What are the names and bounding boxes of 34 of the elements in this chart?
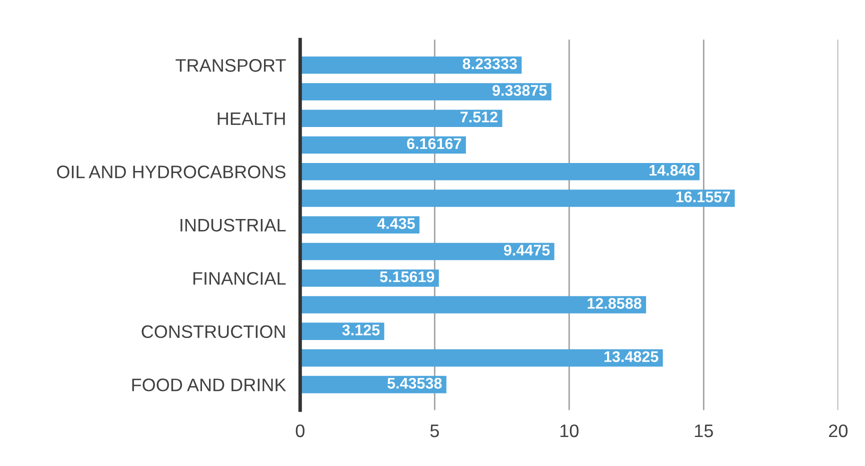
data-label: 7.512 (460, 112, 498, 122)
data-label: 16.1557 (676, 192, 730, 202)
x-tick-label: 20 (829, 424, 848, 438)
y-tick-label: TRANSPORT (176, 59, 286, 72)
y-tick-label: HEALTH (218, 112, 285, 125)
x-tick-label: 10 (560, 424, 579, 438)
bar (300, 349, 663, 367)
data-label: 14.846 (650, 164, 695, 176)
data-label: 6.16167 (407, 138, 462, 150)
x-tick-label: 0 (296, 424, 304, 438)
data-label: 5.43538 (387, 378, 442, 389)
x-tick-label: 15 (695, 424, 713, 438)
bar (300, 190, 735, 207)
data-label: 13.4825 (604, 351, 658, 362)
data-label: 9.4475 (504, 244, 550, 256)
bar (300, 162, 700, 180)
y-tick-label: OIL AND HYDROCABRONS (57, 166, 286, 178)
data-label: 9.33875 (492, 85, 547, 96)
data-label: 12.8588 (588, 298, 642, 309)
y-tick-label: INDUSTRIAL (180, 218, 286, 232)
bar (300, 242, 554, 260)
y-tick-label: CONSTRUCTION (142, 325, 285, 338)
bar (300, 110, 502, 128)
y-tick-label: FINANCIAL (193, 272, 286, 285)
y-tick-label: FOOD AND DRINK (132, 378, 286, 392)
bar (300, 296, 646, 314)
bar (300, 216, 420, 234)
x-tick-label: 5 (430, 424, 439, 438)
bar (300, 56, 522, 74)
bar (300, 83, 552, 100)
data-label: 8.23333 (462, 58, 517, 70)
data-label: 4.435 (377, 218, 415, 229)
data-label: 5.15619 (380, 271, 434, 282)
data-label: 3.125 (342, 324, 380, 336)
